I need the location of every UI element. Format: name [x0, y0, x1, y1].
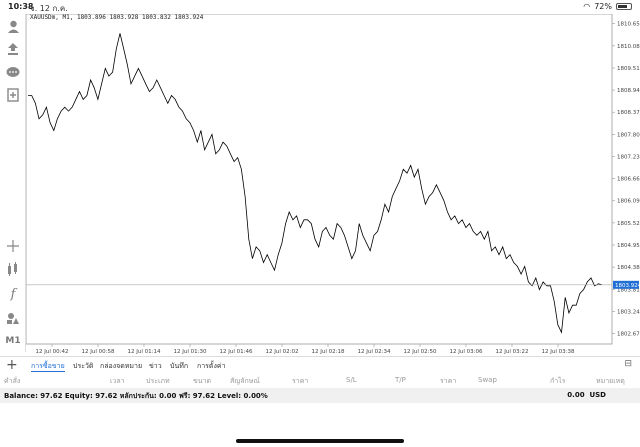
battery-icon — [616, 3, 632, 10]
balance-total: 0.00 USD — [567, 391, 606, 399]
price-label: 1806.090 — [617, 199, 640, 205]
tab-mailbox[interactable]: กล่องจดหมาย — [100, 362, 143, 370]
time-label: 12 Jul 00:42 — [36, 349, 69, 355]
time-label: 12 Jul 00:58 — [82, 349, 115, 355]
price-label: 1810.650 — [617, 22, 640, 28]
left-toolbar: f M1 — [0, 14, 26, 352]
current-price-label: 1803.924 — [615, 283, 640, 289]
col-price: ราคา — [292, 377, 309, 385]
price-label: 1808.370 — [617, 110, 640, 116]
timeframe-label[interactable]: M1 — [5, 336, 21, 346]
time-label: 12 Jul 03:38 — [542, 349, 575, 355]
crosshair-icon[interactable] — [4, 237, 22, 255]
price-label: 1810.080 — [617, 44, 640, 50]
col-volume: ขนาด — [193, 377, 212, 385]
indicators-icon[interactable] — [4, 260, 22, 278]
price-label: 1807.230 — [617, 154, 640, 160]
time-label: 12 Jul 02:50 — [404, 349, 437, 355]
time-label: 12 Jul 03:06 — [450, 349, 483, 355]
balance-summary: Balance: 97.62 Equity: 97.62 หลักประกัน:… — [4, 392, 268, 400]
price-label: 1804.380 — [617, 265, 640, 271]
chat-icon[interactable] — [4, 63, 22, 81]
col-time: เวลา — [110, 377, 125, 385]
tab-trade[interactable]: การซื้อขาย — [31, 362, 65, 370]
price-label: 1805.520 — [617, 221, 640, 227]
time-label: 12 Jul 02:18 — [312, 349, 345, 355]
objects-icon[interactable] — [4, 309, 22, 327]
tab-history[interactable]: ประวัติ — [73, 362, 94, 370]
account-icon[interactable] — [4, 18, 22, 36]
status-time: 10:38 — [8, 2, 34, 11]
price-chart[interactable]: XAUUSDm, M1, 1803.896 1803.928 1803.832 … — [25, 13, 640, 356]
balance-row: Balance: 97.62 Equity: 97.62 หลักประกัน:… — [0, 388, 640, 403]
tab-settings[interactable]: การตั้งค่า — [197, 362, 226, 370]
time-label: 12 Jul 03:22 — [496, 349, 529, 355]
price-label: 1803.810 — [617, 287, 640, 293]
wifi-icon: ◠ — [583, 2, 591, 11]
status-date: จ. 12 ก.ค. — [30, 4, 68, 13]
col-type: ประเภท — [146, 377, 170, 385]
col-current-price: ราคา — [440, 377, 457, 385]
tab-news[interactable]: ข่าว — [149, 362, 162, 370]
status-indicators: ◠ 72% — [583, 2, 632, 11]
time-label: 12 Jul 01:14 — [128, 349, 161, 355]
col-swap: Swap — [478, 376, 497, 384]
add-icon[interactable]: + — [6, 357, 18, 373]
time-label: 12 Jul 02:34 — [358, 349, 391, 355]
col-sl: S/L — [346, 376, 357, 384]
function-icon[interactable]: f — [10, 286, 16, 302]
col-order: คำสั่ง — [4, 377, 21, 385]
chart-canvas[interactable]: 1810.650 1810.080 1809.510 1808.940 1808.370… — [25, 13, 640, 356]
price-label: 1804.950 — [617, 243, 640, 249]
price-label: 1806.660 — [617, 177, 640, 183]
current-price-marker — [613, 280, 639, 289]
trade-icon[interactable] — [4, 40, 22, 58]
col-profit: กำไร — [550, 377, 566, 385]
terminal-tabs: + การซื้อขาย ประวัติ กล่องจดหมาย ข่าว บั… — [0, 356, 640, 373]
expand-panel-icon[interactable]: ⊟ — [624, 359, 632, 369]
chart-symbol-info: XAUUSDm, M1, 1803.896 1803.928 1803.832 … — [30, 14, 204, 21]
col-comment: หมายเหตุ — [596, 377, 625, 385]
price-label: 1807.800 — [617, 132, 640, 138]
orders-table-header: คำสั่ง เวลา ประเภท ขนาด สัญลักษณ์ ราคา S… — [0, 374, 640, 386]
home-indicator[interactable] — [236, 439, 404, 443]
col-symbol: สัญลักษณ์ — [230, 377, 260, 385]
price-label: 1808.940 — [617, 88, 640, 94]
time-label: 12 Jul 01:46 — [220, 349, 253, 355]
tab-journal[interactable]: บันทึก — [170, 362, 189, 370]
col-tp: T/P — [395, 376, 406, 384]
price-line — [28, 33, 603, 334]
status-bar: 10:38 จ. 12 ก.ค. ◠ 72% — [0, 0, 640, 14]
active-tab-indicator — [31, 371, 65, 372]
time-label: 12 Jul 02:02 — [266, 349, 299, 355]
plot-frame — [25, 13, 613, 345]
time-label: 12 Jul 01:30 — [174, 349, 207, 355]
price-label: 1809.510 — [617, 66, 640, 72]
price-label: 1803.240 — [617, 309, 640, 315]
new-document-icon[interactable] — [4, 86, 22, 104]
price-label: 1802.670 — [617, 332, 640, 338]
battery-percent: 72% — [594, 2, 612, 11]
